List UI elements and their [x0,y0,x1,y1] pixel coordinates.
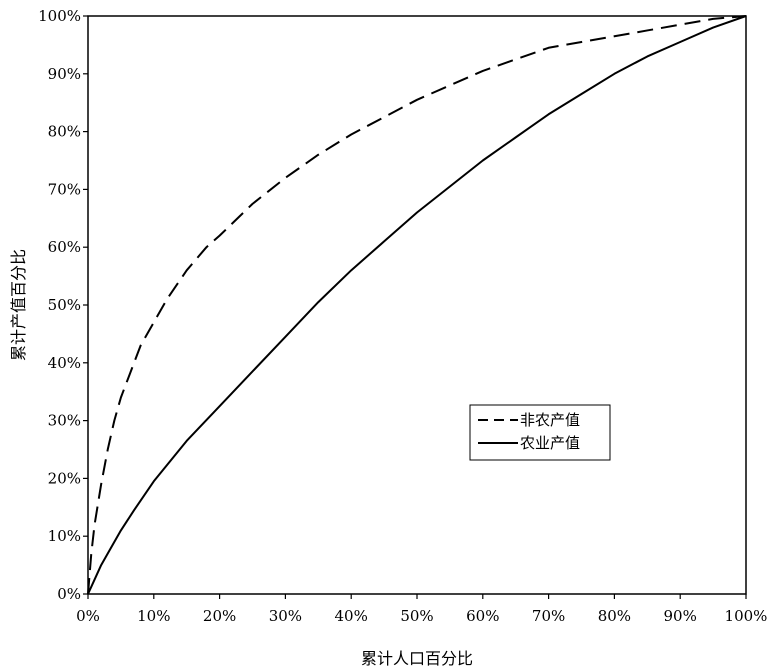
legend-label-nonagri: 非农产值 [520,411,580,429]
x-tick-label: 10% [137,607,170,625]
y-tick-label: 0% [57,585,81,603]
x-tick-label: 70% [532,607,565,625]
x-tick-label: 90% [664,607,697,625]
series-line-agri [87,15,747,595]
x-tick-label: 60% [466,607,499,625]
plot-frame [87,15,747,595]
y-tick-label: 90% [48,65,81,83]
y-tick-label: 60% [48,238,81,256]
x-tick-label: 80% [598,607,631,625]
legend: 非农产值 农业产值 [469,404,611,461]
x-axis-ticks: 0% 10% 20% 30% 40% 50% 60% 70% 80% 90% 100% [76,594,767,625]
y-tick-label: 40% [48,354,81,372]
y-tick-label: 20% [48,469,81,487]
y-tick-label: 70% [48,180,81,198]
y-axis-ticks: 0% 10% 20% 30% 40% 50% 60% 70% 80% 90% 100% [38,7,88,603]
x-tick-label: 30% [269,607,302,625]
x-tick-label: 50% [400,607,433,625]
y-axis-title: 累计产值百分比 [9,249,28,361]
y-tick-label: 50% [48,296,81,314]
y-tick-label: 80% [48,123,81,141]
x-axis-title: 累计人口百分比 [361,649,473,668]
legend-box [469,404,611,461]
series-layer [87,15,747,595]
x-tick-label: 100% [725,607,768,625]
series-line-nonagri [87,15,747,595]
y-tick-label: 100% [38,7,81,25]
x-tick-label: 0% [76,607,100,625]
legend-label-agri: 农业产值 [520,434,580,452]
x-tick-label: 40% [335,607,368,625]
y-tick-label: 10% [48,527,81,545]
x-tick-label: 20% [203,607,236,625]
y-tick-label: 30% [48,412,81,430]
